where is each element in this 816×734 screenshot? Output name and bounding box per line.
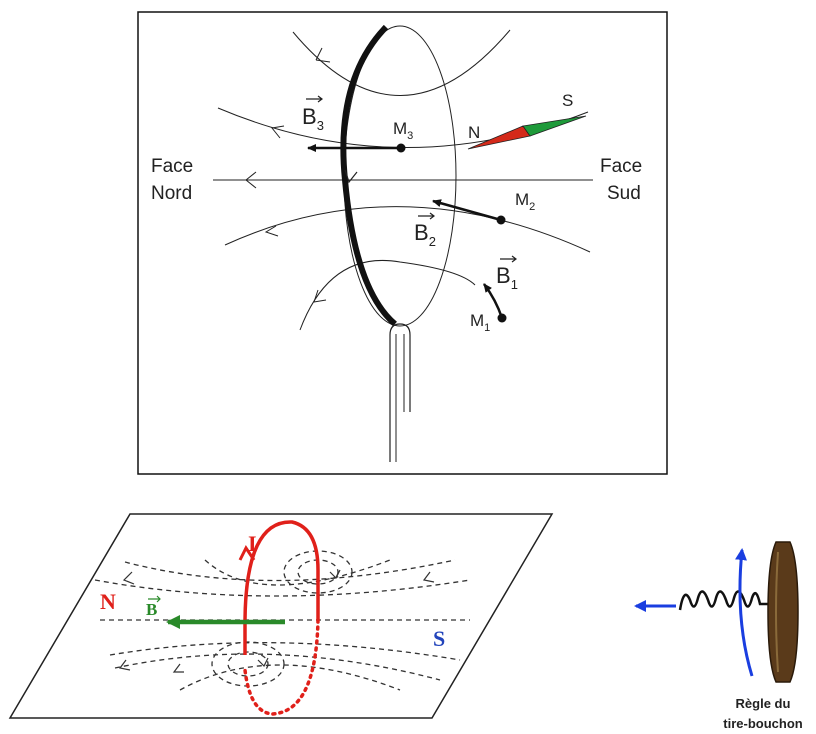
current-loop-dotted — [243, 618, 320, 716]
rule-title-line1: Règle du — [736, 696, 791, 711]
label-b2: B2 — [414, 212, 436, 249]
svg-text:B: B — [146, 600, 157, 619]
top-frame — [137, 11, 668, 475]
compass-south-half — [522, 115, 587, 137]
chevron-icon — [257, 657, 269, 668]
current-label: I — [248, 531, 257, 556]
label-m2: M2 — [515, 190, 535, 213]
compass-north-label: N — [468, 123, 480, 142]
chevron-icon — [264, 225, 279, 237]
current-loop-solid — [243, 520, 320, 655]
top-figure: Face Nord Face Sud N S M3 M2 M1 B3 B2 B1 — [137, 11, 668, 475]
chevron-icon — [422, 571, 435, 583]
chevron-icon — [329, 569, 341, 580]
dashed-line — [94, 579, 471, 597]
face-right-line1: Face — [600, 156, 642, 177]
label-m1: M1 — [470, 311, 490, 334]
label-m3: M3 — [393, 119, 413, 142]
chevron-icon — [118, 659, 131, 671]
cork-handle — [767, 541, 799, 683]
corkscrew-rule: Règle du tire-bouchon — [634, 541, 803, 731]
field-label: B — [146, 595, 161, 619]
south-label: S — [433, 626, 445, 651]
dashed-loop-upper — [283, 550, 353, 594]
field-line-bottom — [299, 259, 476, 331]
field-line-lower — [224, 206, 591, 253]
label-b1: B1 — [496, 255, 518, 292]
vector-arrow-icon — [418, 212, 435, 220]
dashed-loop-lower-inner — [227, 651, 269, 677]
dashed-line-chevrons — [118, 569, 435, 673]
plane-parallelogram — [8, 513, 554, 719]
chevron-icon — [315, 47, 331, 63]
vector-arrow-icon — [500, 255, 517, 263]
vector-b2-arrow — [432, 199, 502, 222]
chevron-icon — [245, 171, 257, 189]
cork-highlight — [775, 551, 779, 673]
face-left-line2: Nord — [151, 183, 192, 204]
dashed-line — [179, 664, 401, 691]
face-right-line2: Sud — [607, 183, 641, 204]
svg-text:B2: B2 — [414, 220, 436, 249]
current-direction-icon — [238, 545, 256, 561]
current-loop-front-edge — [340, 24, 397, 327]
svg-text:B3: B3 — [302, 104, 324, 133]
field-line-chevrons — [245, 47, 331, 303]
rule-title-line2: tire-bouchon — [723, 716, 802, 731]
dashed-line — [204, 559, 391, 586]
loop-handle — [389, 323, 411, 462]
vector-arrow-icon — [148, 595, 161, 603]
chevron-icon — [122, 571, 135, 585]
compass-south-label: S — [562, 91, 573, 110]
vector-arrow-icon — [306, 95, 323, 103]
compass-needle — [467, 115, 587, 150]
vector-b1-arrow — [482, 283, 504, 319]
chevron-icon — [271, 125, 285, 139]
face-left-line1: Face — [151, 156, 193, 177]
dashed-line — [124, 559, 456, 582]
chevron-icon — [172, 663, 184, 673]
svg-text:B1: B1 — [496, 263, 518, 292]
bottom-figure: I N S B — [8, 513, 554, 719]
dashed-line — [114, 653, 441, 681]
chevron-icon — [313, 289, 327, 303]
north-label: N — [100, 589, 116, 614]
corkscrew-coil — [678, 590, 778, 614]
label-b3: B3 — [302, 95, 324, 133]
dashed-line — [109, 642, 461, 661]
loop-direction-chevron — [344, 169, 358, 184]
rotation-arrow — [735, 548, 754, 677]
